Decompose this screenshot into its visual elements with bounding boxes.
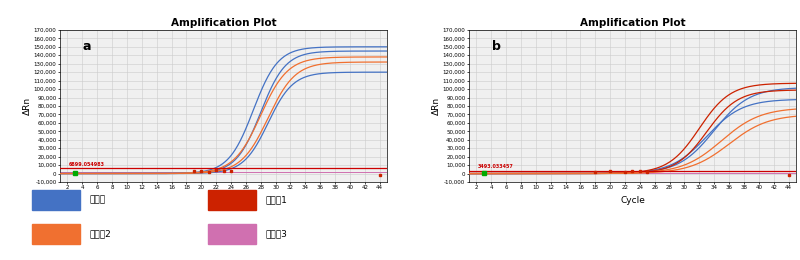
Title: Amplification Plot: Amplification Plot [580, 18, 686, 28]
Bar [208, 190, 256, 211]
Bar [32, 190, 80, 211]
Y-axis label: ΔRn: ΔRn [23, 97, 32, 115]
Text: 实验组1: 实验组1 [266, 196, 288, 205]
Text: 实验组3: 实验组3 [266, 229, 288, 238]
Text: a: a [83, 40, 91, 53]
X-axis label: Cycle: Cycle [620, 196, 645, 205]
X-axis label: Cycle: Cycle [211, 196, 236, 205]
Text: 3493.033457: 3493.033457 [478, 165, 514, 170]
Text: 对照组: 对照组 [90, 196, 106, 205]
Text: 对照组2: 对照组2 [90, 229, 112, 238]
Y-axis label: ΔRn: ΔRn [432, 97, 442, 115]
Text: b: b [492, 40, 501, 53]
Bar [208, 224, 256, 244]
Title: Amplification Plot: Amplification Plot [170, 18, 276, 28]
Text: 6899.054983: 6899.054983 [69, 162, 105, 167]
Bar [32, 224, 80, 244]
